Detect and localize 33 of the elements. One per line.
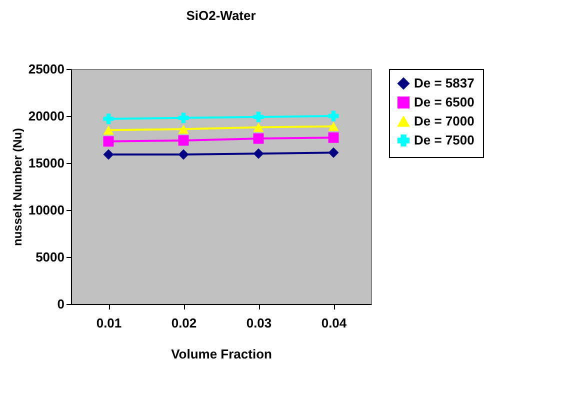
y-tick-label: 0 [57,296,64,312]
y-tick-label: 20000 [28,108,64,124]
point [253,112,264,122]
point [253,148,264,159]
x-axis-title: Volume Fraction [171,346,272,362]
point [328,110,339,122]
point [178,112,189,124]
point [103,114,114,124]
x-tick-label: 0.04 [321,316,348,330]
point [178,124,189,134]
chart-title: SiO2-Water [186,8,256,23]
x-tick-label: 0.03 [246,316,272,330]
legend-label: De = 6500 [414,94,474,110]
y-tick-label: 15000 [28,156,64,170]
legend-label: De = 5837 [414,76,474,90]
point [103,149,114,160]
y-axis-title: nusselt Number (Nu) [10,128,24,246]
y-tick-label: 25000 [28,62,64,76]
point [103,136,114,147]
point [328,132,339,143]
point [178,135,189,146]
point [253,133,264,144]
y-tick-label: 5000 [36,250,64,264]
legend-label: De = 7500 [414,132,474,148]
point [178,149,189,160]
x-tick-label: 0.01 [96,316,122,330]
point [253,122,264,132]
point [328,147,339,158]
point [103,126,114,135]
x-tick-label: 0.02 [171,316,197,330]
point [328,122,339,131]
y-tick-label: 10000 [28,202,64,218]
legend-label: De = 7000 [414,114,474,128]
